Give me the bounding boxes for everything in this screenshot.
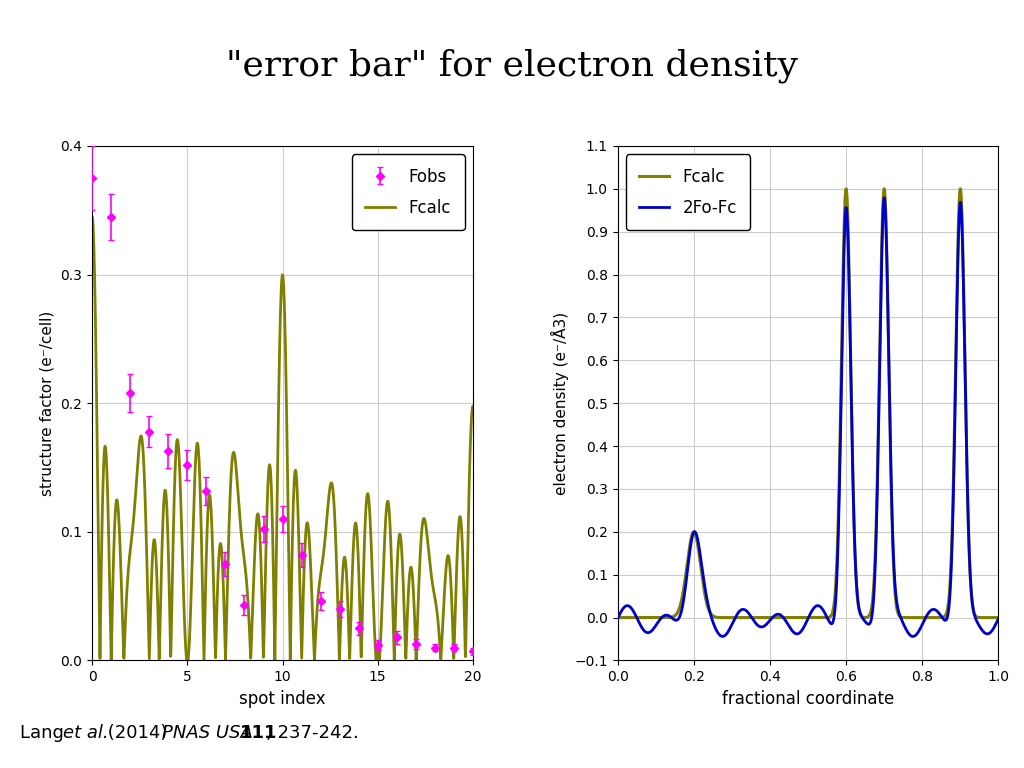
- Y-axis label: electron density (e⁻/Å3): electron density (e⁻/Å3): [551, 312, 568, 495]
- Fcalc: [992, 613, 1005, 622]
- Fcalc: [261, 494, 273, 503]
- Fcalc: [456, 535, 468, 544]
- Fcalc: [985, 613, 997, 622]
- Fcalc: [456, 531, 468, 540]
- X-axis label: fractional coordinate: fractional coordinate: [722, 690, 894, 708]
- X-axis label: spot index: spot index: [240, 690, 326, 708]
- Fcalc: [944, 579, 956, 588]
- Text: Lang: Lang: [20, 724, 70, 743]
- 2Fo-Fc: [879, 194, 891, 203]
- 2Fo-Fc: [611, 614, 624, 623]
- Text: (2014): (2014): [102, 724, 173, 743]
- Y-axis label: structure factor (e⁻/cell): structure factor (e⁻/cell): [40, 310, 55, 496]
- Legend: Fobs, Fcalc: Fobs, Fcalc: [352, 154, 465, 230]
- 2Fo-Fc: [758, 622, 770, 631]
- Line: Fcalc: Fcalc: [92, 217, 473, 660]
- 2Fo-Fc: [678, 595, 690, 604]
- Line: 2Fo-Fc: 2Fo-Fc: [617, 198, 998, 637]
- Fcalc: [774, 613, 786, 622]
- 2Fo-Fc: [774, 610, 786, 619]
- Fcalc: [678, 584, 690, 594]
- 2Fo-Fc: [655, 614, 668, 623]
- Fcalc: [386, 580, 398, 589]
- Fcalc: [611, 613, 624, 622]
- Fcalc: [271, 469, 284, 478]
- Fcalc: [86, 212, 98, 221]
- Text: et al.: et al.: [63, 724, 110, 743]
- 2Fo-Fc: [907, 632, 920, 641]
- Fcalc: [655, 613, 668, 622]
- Fcalc: [758, 613, 770, 622]
- Text: 111: 111: [240, 724, 278, 743]
- 2Fo-Fc: [944, 587, 956, 596]
- Text: PNAS USA: PNAS USA: [162, 724, 258, 743]
- Fcalc: [219, 656, 231, 665]
- Line: Fcalc: Fcalc: [617, 189, 998, 617]
- Text: , 237-242.: , 237-242.: [266, 724, 359, 743]
- Fcalc: [778, 613, 791, 622]
- Legend: Fcalc, 2Fo-Fc: Fcalc, 2Fo-Fc: [626, 154, 751, 230]
- 2Fo-Fc: [985, 627, 997, 637]
- Text: "error bar" for electron density: "error bar" for electron density: [226, 48, 798, 82]
- Fcalc: [467, 402, 479, 411]
- 2Fo-Fc: [992, 614, 1005, 623]
- Fcalc: [105, 637, 118, 646]
- Fcalc: [954, 184, 967, 194]
